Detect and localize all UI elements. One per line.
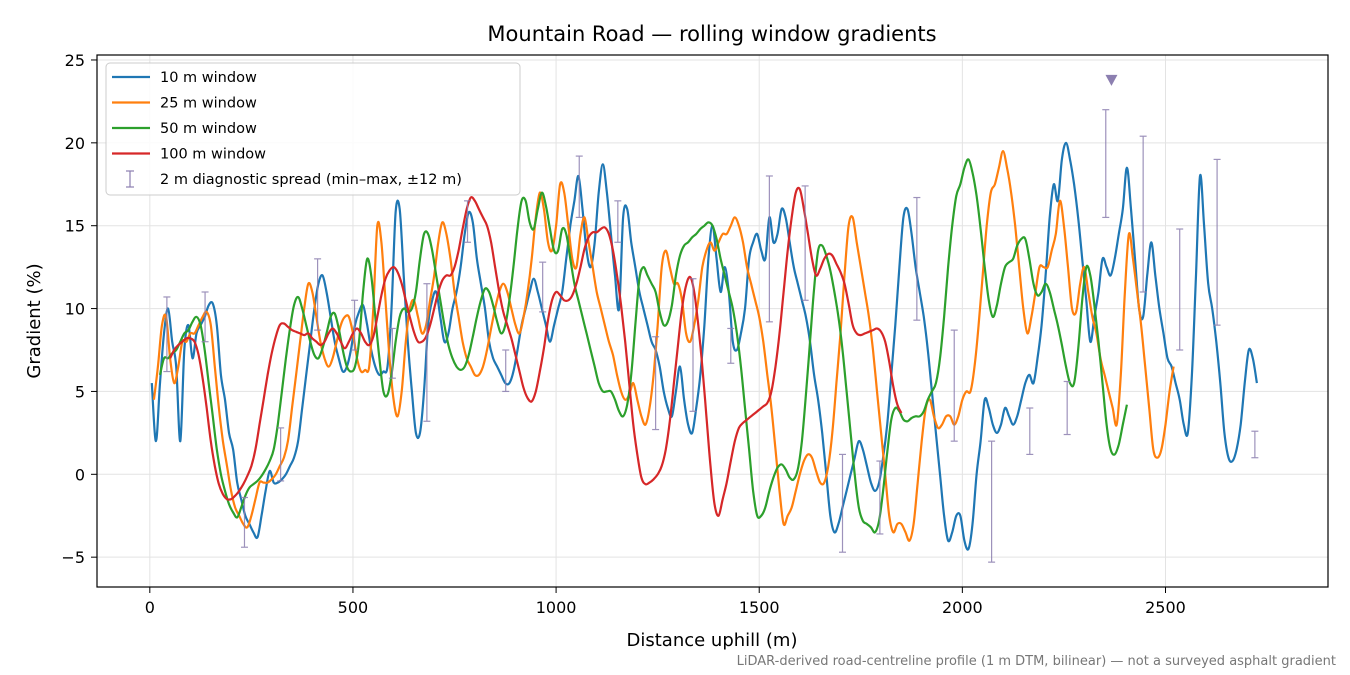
legend-label: 50 m window xyxy=(160,121,257,137)
x-axis-ticks: 0 500 1000 1500 2000 2500 xyxy=(145,587,1186,617)
peak-marker xyxy=(1105,74,1118,86)
error-bar xyxy=(727,327,735,364)
chart-title: Mountain Road — rolling window gradients xyxy=(487,22,936,46)
x-tick-label: 500 xyxy=(338,598,369,617)
error-bar xyxy=(1139,135,1147,293)
error-bar xyxy=(765,175,773,323)
x-tick-label: 2000 xyxy=(942,598,983,617)
legend-label: 25 m window xyxy=(160,96,257,112)
error-bar xyxy=(614,200,622,243)
error-bar xyxy=(240,496,248,548)
legend-errorbar-swatch xyxy=(126,170,134,188)
error-bar xyxy=(277,427,285,482)
error-bar xyxy=(575,155,583,219)
error-bar xyxy=(314,258,322,331)
x-tick-label: 2500 xyxy=(1145,598,1186,617)
error-bar xyxy=(1102,109,1110,219)
error-bar xyxy=(201,291,209,343)
error-bar xyxy=(351,299,359,351)
y-tick-label: 0 xyxy=(75,465,85,484)
x-tick-label: 1000 xyxy=(536,598,577,617)
series-group xyxy=(150,141,1258,551)
error-bar xyxy=(423,283,431,422)
y-tick-label: 20 xyxy=(65,134,85,153)
y-axis-ticks: −5 0 5 10 15 20 25 xyxy=(61,51,97,567)
error-bar xyxy=(1251,430,1259,459)
error-bar xyxy=(689,278,697,412)
error-bar xyxy=(163,296,171,373)
peak-marker-group xyxy=(1105,74,1118,86)
footnote: LiDAR-derived road-centreline profile (1… xyxy=(737,654,1336,669)
series-line-10-m-window xyxy=(150,141,1258,551)
y-tick-label: 5 xyxy=(75,382,85,401)
error-bar xyxy=(1213,158,1221,326)
series-line-25-m-window xyxy=(152,150,1175,542)
legend-box xyxy=(105,62,521,196)
legend: 10 m window 25 m window 50 m window 100 m w… xyxy=(105,62,521,196)
error-bar xyxy=(1063,380,1071,436)
error-bar xyxy=(464,200,472,243)
plot-frame xyxy=(96,54,1329,588)
series-line-50-m-window xyxy=(158,158,1128,534)
error-bar xyxy=(388,327,396,379)
y-tick-label: 25 xyxy=(65,51,85,70)
error-bar xyxy=(839,453,847,553)
error-bar xyxy=(950,329,958,442)
error-bar xyxy=(913,196,921,321)
error-bar xyxy=(539,261,547,313)
series-line-100-m-window xyxy=(169,186,903,517)
y-tick-label: 10 xyxy=(65,300,85,319)
y-tick-label: 15 xyxy=(65,217,85,236)
legend-label: 2 m diagnostic spread (min–max, ±12 m) xyxy=(160,172,462,188)
error-bar xyxy=(1176,228,1184,351)
x-axis-label: Distance uphill (m) xyxy=(627,630,798,651)
error-bar xyxy=(652,336,660,431)
x-tick-label: 1500 xyxy=(739,598,780,617)
error-bar xyxy=(801,185,809,301)
error-bars xyxy=(163,109,1259,563)
legend-label: 10 m window xyxy=(160,70,257,86)
legend-label: 100 m window xyxy=(160,147,266,163)
error-bar xyxy=(502,349,510,393)
error-bar xyxy=(876,460,884,535)
error-bar xyxy=(988,440,996,563)
x-tick-label: 0 xyxy=(145,598,155,617)
error-bar xyxy=(1026,407,1034,456)
y-tick-label: −5 xyxy=(61,548,85,567)
y-axis-label: Gradient (%) xyxy=(24,263,45,378)
